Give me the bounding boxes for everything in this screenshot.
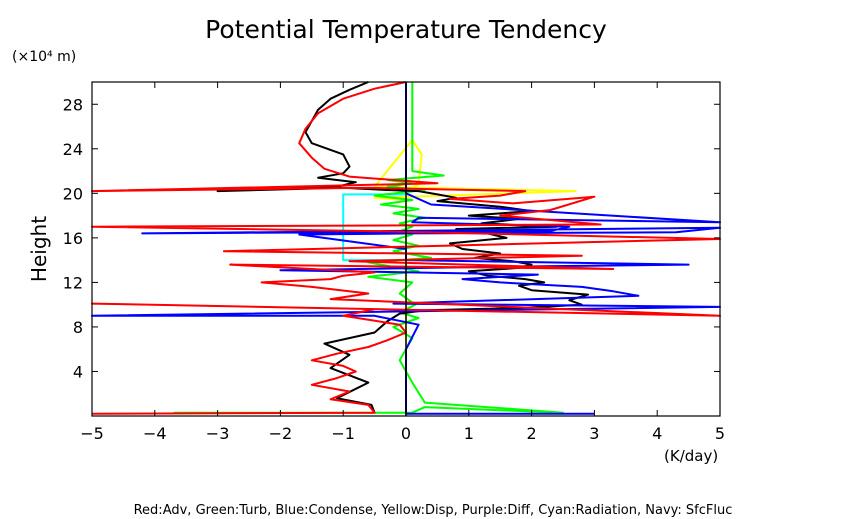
y-tick-label: 12 xyxy=(63,273,83,292)
y-tick-label: 8 xyxy=(73,318,83,337)
y-axis-label: Height xyxy=(27,216,51,282)
y-tick-label: 16 xyxy=(63,229,83,248)
series-line-2 xyxy=(173,82,564,414)
x-tick-label: 3 xyxy=(589,424,599,443)
y-tick-label: 24 xyxy=(63,140,83,159)
plot-frame xyxy=(91,81,721,417)
x-tick-label: 1 xyxy=(464,424,474,443)
x-tick-label: 2 xyxy=(527,424,537,443)
x-tick-label: −1 xyxy=(331,424,355,443)
x-tick-label: −4 xyxy=(143,424,167,443)
y-tick-label: 28 xyxy=(63,95,83,114)
series-line-5 xyxy=(91,81,721,415)
series-line-3 xyxy=(216,81,590,414)
series-line-0 xyxy=(342,82,407,416)
chart-title: Potential Temperature Tendency xyxy=(205,15,607,44)
x-tick-label: −2 xyxy=(269,424,293,443)
y-tick-label: 20 xyxy=(63,184,83,203)
x-tick-label: 5 xyxy=(715,424,725,443)
series-layer xyxy=(91,81,721,416)
x-tick-label: −5 xyxy=(80,424,104,443)
x-axis-unit: (K/day) xyxy=(664,447,718,465)
legend-note: Red:Adv, Green:Turb, Blue:Condense, Yell… xyxy=(134,503,733,518)
y-axis-unit: (×10⁴ m) xyxy=(12,49,76,65)
x-tick-label: 4 xyxy=(652,424,662,443)
x-tick-label: 0 xyxy=(401,424,411,443)
y-tick-label: 4 xyxy=(73,362,83,381)
x-tick-label: −3 xyxy=(206,424,230,443)
